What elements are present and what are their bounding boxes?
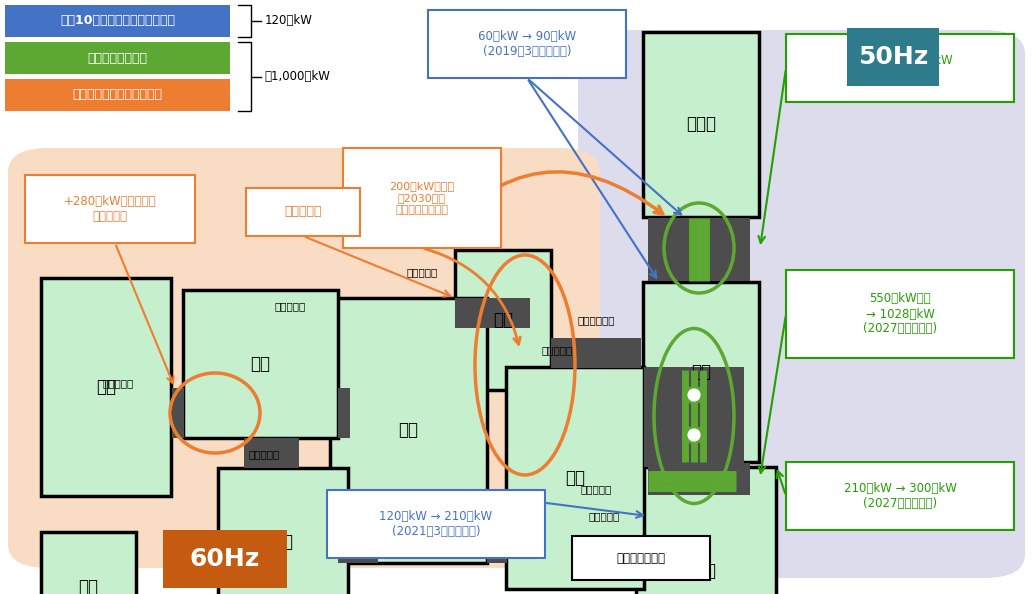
Bar xyxy=(246,188,360,236)
Text: 中国四国間: 中国四国間 xyxy=(249,449,280,459)
Text: 550万kW程度
→ 1028万kW
(2027年度中予定): 550万kW程度 → 1028万kW (2027年度中予定) xyxy=(863,292,937,336)
Bar xyxy=(338,388,350,438)
FancyBboxPatch shape xyxy=(578,30,1025,578)
Text: 約1,000万kW: 約1,000万kW xyxy=(264,70,330,83)
Ellipse shape xyxy=(686,427,702,443)
Bar xyxy=(428,10,626,78)
Bar xyxy=(218,468,348,594)
Text: 120万kW: 120万kW xyxy=(264,14,312,27)
Text: 現在整備中のもの: 現在整備中のもの xyxy=(88,52,148,65)
Bar xyxy=(551,338,641,368)
Text: 50Hz: 50Hz xyxy=(858,45,928,69)
Bar xyxy=(5,79,230,111)
Text: 関西四国間: 関西四国間 xyxy=(343,545,374,555)
Text: 中部関西間: 中部関西間 xyxy=(432,538,463,548)
Text: 過去10年間で整備してきたもの: 過去10年間で整備してきたもの xyxy=(60,14,175,27)
Bar xyxy=(455,298,530,328)
Text: 東北東京間: 東北東京間 xyxy=(580,484,612,494)
Text: 関西中国間: 関西中国間 xyxy=(275,301,305,311)
Text: 120万kW → 210万kW
(2021年3月運用開始): 120万kW → 210万kW (2021年3月運用開始) xyxy=(380,510,492,538)
Bar xyxy=(648,218,750,281)
Ellipse shape xyxy=(686,387,702,403)
Bar xyxy=(455,250,551,390)
Text: 四国: 四国 xyxy=(273,533,293,551)
Bar xyxy=(41,532,136,594)
Text: 九州中国間: 九州中国間 xyxy=(102,378,133,388)
Text: 北陸: 北陸 xyxy=(493,311,513,329)
Bar xyxy=(644,367,744,467)
Bar xyxy=(648,463,750,495)
Text: 計画策定プロセス中のもの: 計画策定プロセス中のもの xyxy=(72,89,162,102)
Text: 東京中部間: 東京中部間 xyxy=(588,511,619,521)
Text: 沖縄: 沖縄 xyxy=(78,578,98,594)
Bar xyxy=(330,298,487,563)
Bar xyxy=(183,290,338,438)
Text: 九州: 九州 xyxy=(96,378,116,396)
Bar xyxy=(25,175,195,243)
Text: 関西: 関西 xyxy=(398,422,419,440)
Text: 東京: 東京 xyxy=(696,562,716,580)
Text: 210万kW → 300万kW
(2027年度中予定): 210万kW → 300万kW (2027年度中予定) xyxy=(843,482,957,510)
Text: 北陸関西間: 北陸関西間 xyxy=(407,267,438,277)
Bar xyxy=(643,282,759,462)
Text: 中国: 中国 xyxy=(251,355,270,373)
Text: 中地域増強: 中地域増強 xyxy=(284,206,322,219)
Text: 北海道: 北海道 xyxy=(686,115,716,134)
Bar xyxy=(327,490,545,558)
Text: 60万kW → 90万kW
(2019年3月運用開始): 60万kW → 90万kW (2019年3月運用開始) xyxy=(478,30,576,58)
Bar xyxy=(163,530,287,588)
Text: 中部: 中部 xyxy=(565,469,585,487)
Bar xyxy=(506,367,644,589)
Text: 東北: 東北 xyxy=(691,363,711,381)
Bar xyxy=(172,388,184,438)
Bar xyxy=(847,28,939,86)
Text: 200万kWを新設
（2030年度
を目指して検討）: 200万kWを新設 （2030年度 を目指して検討） xyxy=(389,181,454,214)
Bar xyxy=(572,536,710,580)
Text: +280万kW程度の増強
を今後検討: +280万kW程度の増強 を今後検討 xyxy=(64,195,156,223)
Text: 90万kW → 120万kW
(2027年度中予定): 90万kW → 120万kW (2027年度中予定) xyxy=(847,54,953,82)
Text: 周波数変換設備: 周波数変換設備 xyxy=(616,551,666,564)
Bar xyxy=(643,32,759,217)
Bar xyxy=(636,467,776,594)
FancyBboxPatch shape xyxy=(8,148,600,568)
Bar xyxy=(786,462,1014,530)
Bar xyxy=(487,533,507,563)
Text: 60Hz: 60Hz xyxy=(190,547,260,571)
Text: 北海道本州間: 北海道本州間 xyxy=(577,315,615,325)
Bar xyxy=(5,42,230,74)
Text: 中部北陸間: 中部北陸間 xyxy=(542,345,573,355)
Bar xyxy=(41,278,171,496)
Bar xyxy=(786,270,1014,358)
Bar xyxy=(343,148,501,248)
Bar xyxy=(338,533,378,563)
Bar xyxy=(5,5,230,37)
Bar xyxy=(786,34,1014,102)
Bar xyxy=(244,438,299,468)
